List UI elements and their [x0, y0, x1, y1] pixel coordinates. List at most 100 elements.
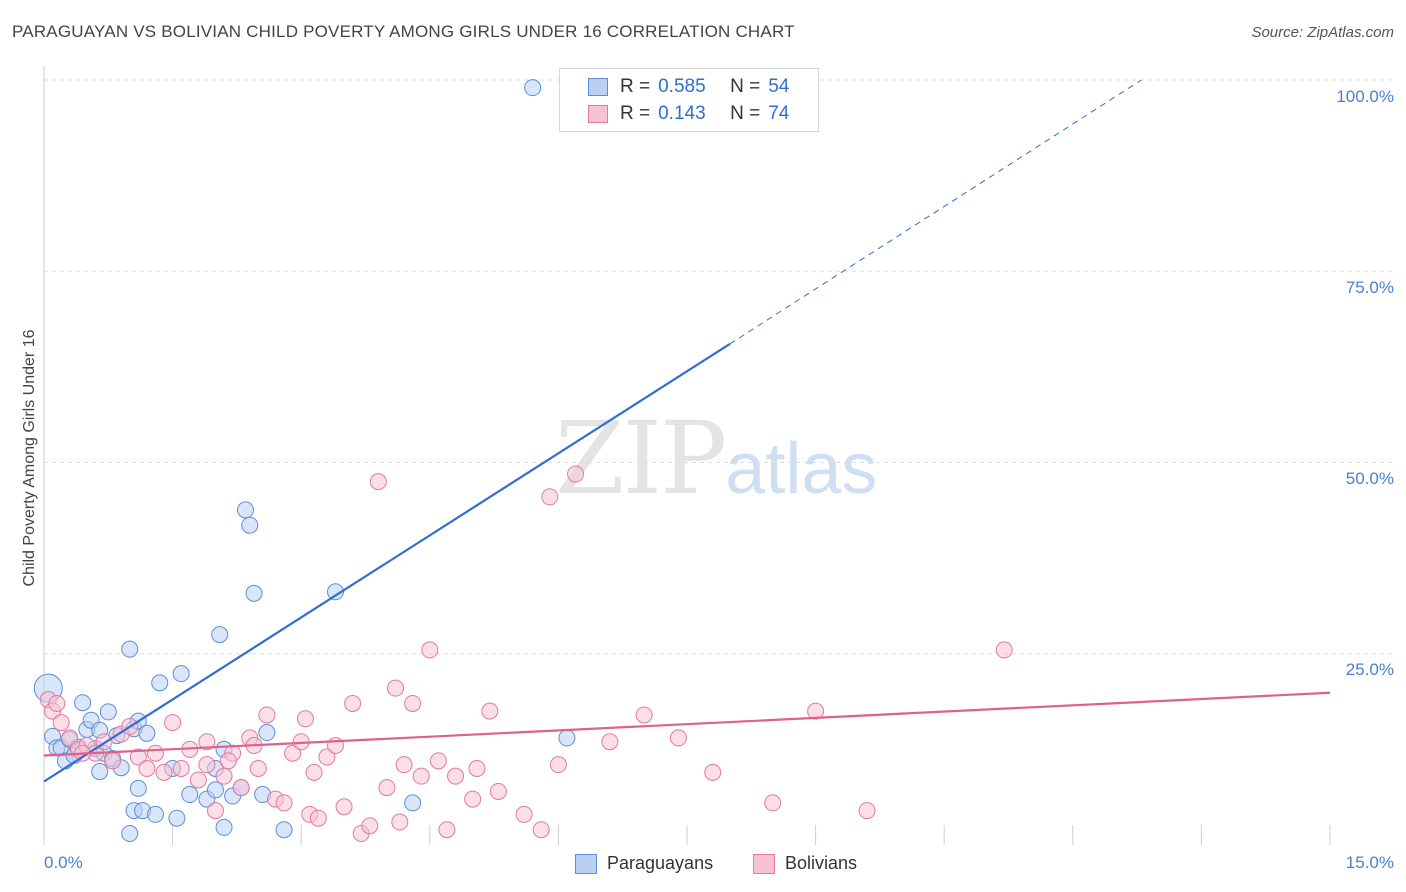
chart-title: PARAGUAYAN VS BOLIVIAN CHILD POVERTY AMO… [12, 22, 795, 41]
bolivians-point [669, 729, 687, 747]
paraguayans-trendline [43, 342, 731, 783]
bolivians-point [232, 779, 250, 797]
watermark: ZIPatlas [555, 400, 877, 517]
stats-box: R = 0.585 N = 54 R = 0.143 N = 74 [559, 68, 819, 132]
bolivians-point [481, 702, 499, 720]
bolivians-point [189, 771, 207, 789]
paraguayans-point [121, 640, 139, 658]
paraguayans-point [275, 821, 293, 839]
y-tick-label-75: 75.0% [1345, 278, 1394, 297]
paraguayans-point [241, 516, 259, 534]
bolivians-point [335, 798, 353, 816]
paraguayans-point [326, 583, 344, 601]
stats-row-bolivians: R = 0.143 N = 74 [560, 101, 789, 127]
bolivians-point [164, 714, 182, 732]
paraguayans-point [404, 794, 422, 812]
bolivians-trendline [43, 691, 1331, 757]
paraguayans-point [151, 674, 169, 692]
bolivians-point [219, 752, 237, 770]
bolivians-point [404, 694, 422, 712]
bolivians-point [489, 782, 507, 800]
bolivians-point [296, 710, 314, 728]
y-tick-label-100: 100.0% [1336, 87, 1394, 106]
bolivians-point [344, 694, 362, 712]
paraguayans-point [215, 818, 233, 836]
bolivians-point [258, 706, 276, 724]
bolivians-point [309, 809, 327, 827]
legend-item-paraguayans[interactable]: Paraguayans [575, 853, 713, 874]
bolivians-point [155, 763, 173, 781]
r-label: R = [620, 103, 651, 124]
paraguayans-point [236, 501, 254, 519]
bolivians-point [541, 488, 559, 506]
bolivians-point [138, 760, 156, 777]
bolivians-point [635, 706, 653, 724]
bolivians-point [412, 767, 430, 785]
watermark-atlas: atlas [725, 429, 878, 509]
n-label: N = [730, 103, 761, 124]
bolivians-point [146, 744, 164, 762]
n-value: 54 [768, 76, 790, 97]
bolivians-point [391, 813, 409, 831]
bolivians-point [858, 802, 876, 820]
bolivians-point [52, 714, 70, 732]
paraguayans-point [211, 626, 229, 644]
paraguayans-point [121, 825, 139, 843]
bolivians-point [447, 767, 465, 785]
bolivians-point [464, 790, 482, 808]
bolivians-point [48, 694, 66, 712]
paraguayans-point [558, 729, 576, 747]
x-tick-label-min: 0.0% [44, 853, 83, 872]
bolivians-point [198, 733, 216, 751]
paraguayans-trendline-extension [729, 79, 1142, 345]
legend-label-paraguayans: Paraguayans [607, 853, 714, 873]
bolivians-point [429, 752, 447, 770]
bolivians-point [172, 760, 190, 777]
bolivians-point [601, 733, 619, 751]
bolivians-point [206, 802, 224, 820]
r-value: 0.143 [658, 103, 706, 124]
stats-row-paraguayans: R = 0.585 N = 54 [560, 74, 789, 100]
bolivians-point [532, 821, 550, 839]
bolivians-point [515, 805, 533, 823]
bolivians-point [369, 473, 387, 491]
paraguayans-point [524, 79, 542, 97]
paraguayans-point [99, 703, 117, 721]
y-tick-label-50: 50.0% [1345, 469, 1394, 488]
paraguayans-point [168, 809, 186, 827]
bolivians-point [807, 702, 825, 720]
paraguayans-point [181, 786, 199, 804]
bolivians-swatch [588, 105, 608, 123]
source-label: Source: ZipAtlas.com [1251, 24, 1394, 41]
bolivians-point [567, 465, 585, 483]
bolivians-point [129, 748, 147, 766]
bolivians-point [468, 760, 486, 777]
paraguayans-point [91, 763, 109, 781]
bolivians-point [378, 779, 396, 797]
bolivians-point [438, 821, 456, 839]
n-value: 74 [768, 103, 790, 124]
paraguayans-point [146, 805, 164, 823]
paraguayans-point [206, 781, 224, 799]
y-tick-label-25: 25.0% [1345, 660, 1394, 679]
bolivians-point [284, 744, 302, 762]
bolivians-point [249, 760, 267, 777]
bolivians-point [387, 679, 405, 697]
legend: Paraguayans Bolivians [0, 853, 1406, 877]
bolivians-point [764, 794, 782, 812]
r-label: R = [620, 76, 651, 97]
paraguayans-point [172, 665, 190, 683]
watermark-zip: ZIP [555, 400, 727, 517]
bolivians-point [361, 817, 379, 835]
legend-item-bolivians[interactable]: Bolivians [753, 853, 857, 874]
bolivians-point [421, 641, 439, 659]
bolivians-point [318, 748, 336, 766]
legend-label-bolivians: Bolivians [785, 853, 858, 873]
bolivians-point [305, 763, 323, 781]
legend-swatch-bolivians [753, 853, 775, 874]
bolivians-point [275, 794, 293, 812]
paraguayans-swatch [588, 78, 608, 96]
bolivians-point [198, 756, 216, 774]
paraguayans-point [245, 584, 263, 602]
